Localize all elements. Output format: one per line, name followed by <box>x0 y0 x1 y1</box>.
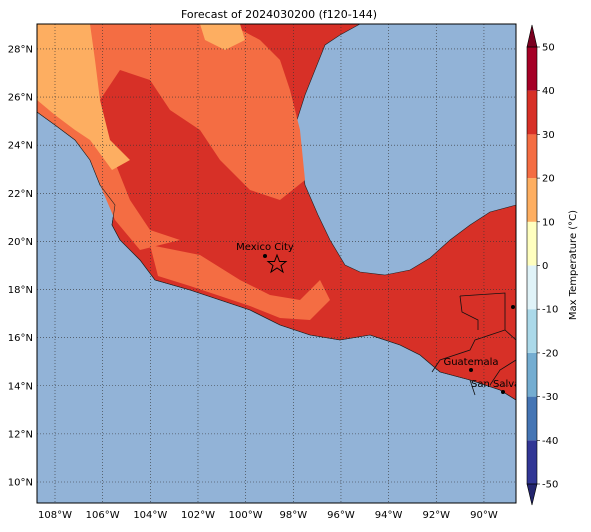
colorbar-segment <box>527 178 537 222</box>
colorbar-segment <box>527 265 537 310</box>
colorbar-segment <box>527 440 537 484</box>
lon-tick-label: 108°W <box>38 510 72 521</box>
lon-tick-label: 98°W <box>279 510 307 521</box>
lon-tick-label: 106°W <box>86 510 120 521</box>
map-area <box>37 24 516 503</box>
lat-tick-label: 24°N <box>8 141 33 152</box>
lat-tick-label: 16°N <box>8 333 33 344</box>
lon-tick-label: 96°W <box>327 510 355 521</box>
lon-tick-label: 90°W <box>470 510 498 521</box>
city-label: Mexico City <box>236 242 294 253</box>
lon-tick-label: 102°W <box>181 510 215 521</box>
colorbar-segment <box>527 352 537 397</box>
warm-zone <box>150 245 330 320</box>
lat-tick-label: 22°N <box>8 189 33 200</box>
city-dot <box>263 254 267 258</box>
graticule <box>37 24 516 503</box>
colorbar-tick-label: -20 <box>542 348 558 359</box>
colorbar-segment <box>527 396 537 441</box>
colorbar-segment <box>527 309 537 353</box>
colorbar-extend <box>526 483 538 506</box>
border <box>431 292 516 396</box>
colorbar: -50 -40 -30 -20 -10 0 10 20 30 40 50 <box>526 24 558 506</box>
colorbar-tick-label: 0 <box>542 261 548 272</box>
colorbar-tick-label: 50 <box>542 43 555 54</box>
lon-tick-label: 92°W <box>422 510 450 521</box>
lon-tick-label: 104°W <box>133 510 167 521</box>
colorbar-tick-label: -10 <box>542 305 558 316</box>
mild-zone <box>37 24 130 170</box>
lat-tick-label: 12°N <box>8 429 33 440</box>
city-dot <box>469 368 473 372</box>
colorbar-segment <box>527 90 537 135</box>
lon-tick-label: 94°W <box>375 510 403 521</box>
lat-tick-label: 28°N <box>8 44 33 55</box>
lon-tick-label: 100°W <box>229 510 263 521</box>
colorbar-label: Max Temperature (°C) <box>568 210 579 320</box>
colorbar-tick-label: 10 <box>542 217 555 228</box>
colorbar-segment <box>527 47 537 91</box>
lat-tick-label: 10°N <box>8 478 33 489</box>
lat-tick-label: 20°N <box>8 237 33 248</box>
places: Mexico City Guatemala San Salvador <box>236 242 538 394</box>
star-marker <box>266 253 288 274</box>
colorbar-tick-label: -30 <box>542 392 558 403</box>
coastline <box>37 111 516 401</box>
city-label: Guatemala <box>443 357 498 368</box>
city-dot <box>501 390 505 394</box>
colorbar-tick-label: -40 <box>542 436 558 447</box>
colorbar-tick-label: 30 <box>542 130 555 141</box>
lat-tick-label: 14°N <box>8 381 33 392</box>
map-frame <box>36 23 517 504</box>
colorbar-segment <box>527 134 537 179</box>
city-label: San Salvador <box>471 379 538 390</box>
colorbar-segment <box>527 221 537 266</box>
colorbar-tick-label: -50 <box>542 480 558 491</box>
lat-tick-label: 18°N <box>8 285 33 296</box>
colorbar-tick-label: 40 <box>542 86 555 97</box>
clipped-label: San Salvador <box>471 379 538 390</box>
map-title: Forecast of 2024030200 (f120-144) <box>181 8 377 21</box>
lat-tick-label: 26°N <box>8 93 33 104</box>
mild-zone <box>200 24 245 50</box>
colorbar-extend <box>526 24 538 48</box>
colorbar-tick-label: 20 <box>542 174 555 185</box>
city-dot <box>511 305 515 309</box>
